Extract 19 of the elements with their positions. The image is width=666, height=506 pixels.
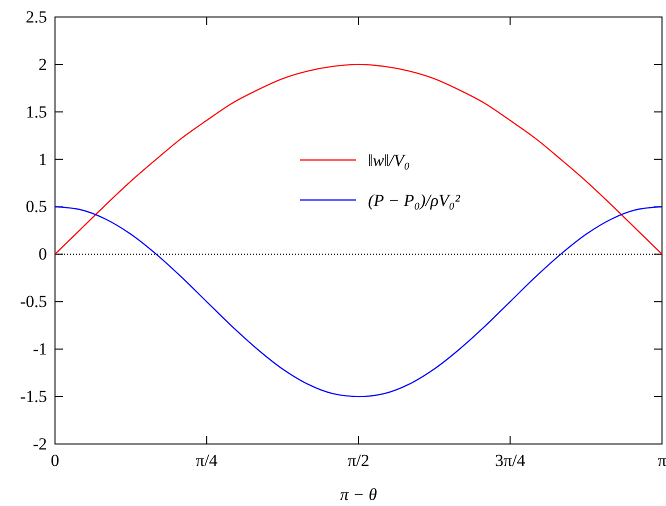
y-tick-label: -0.5 [20,292,47,312]
line-series [54,64,663,255]
x-tick-label: 0 [50,451,60,470]
x-tick-label: π [658,451,666,470]
y-tick-label: 1.5 [26,102,47,122]
y-tick-label: -1.5 [20,386,47,406]
legend-label: ‖w‖/V₀ [368,151,410,170]
x-tick-label: π/4 [196,451,218,470]
y-tick-label: 0 [38,244,47,264]
y-tick-label: -2 [32,434,47,454]
x-tick-label: 3π/4 [494,451,526,470]
y-tick-label: 0.5 [26,197,47,216]
y-tick-label: 2.5 [26,7,47,26]
legend-label: (P − P₀)/ρV₀² [368,191,461,210]
y-tick-label: 2 [38,54,47,74]
y-tick-label: -1 [32,340,47,359]
x-tick-label: π/2 [348,451,370,470]
y-tick-label: 1 [38,150,47,169]
x-axis-title: π − θ [340,485,377,504]
